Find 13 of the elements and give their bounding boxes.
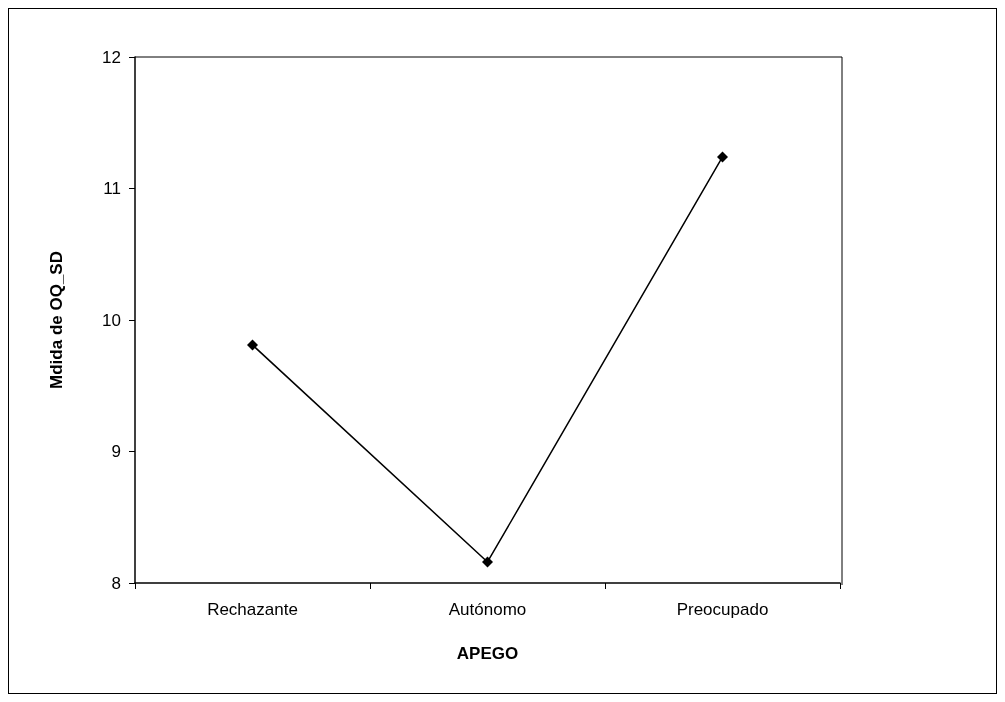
y-axis-title: Mdida de OQ_SD <box>47 251 66 389</box>
x-tick-label: Rechazante <box>207 600 298 619</box>
y-tick-label: 8 <box>111 573 121 593</box>
x-axis-title: APEGO <box>456 644 519 663</box>
y-tick-label: 12 <box>102 47 121 67</box>
x-tick-label: Autónomo <box>448 600 527 619</box>
x-tick-label: Preocupado <box>676 600 769 619</box>
point <box>247 339 258 351</box>
y-tick-label: 11 <box>103 179 121 198</box>
point <box>482 556 493 568</box>
point <box>717 151 728 163</box>
y-tick-label: 9 <box>111 442 121 461</box>
y-tick-label: 10 <box>102 310 121 330</box>
